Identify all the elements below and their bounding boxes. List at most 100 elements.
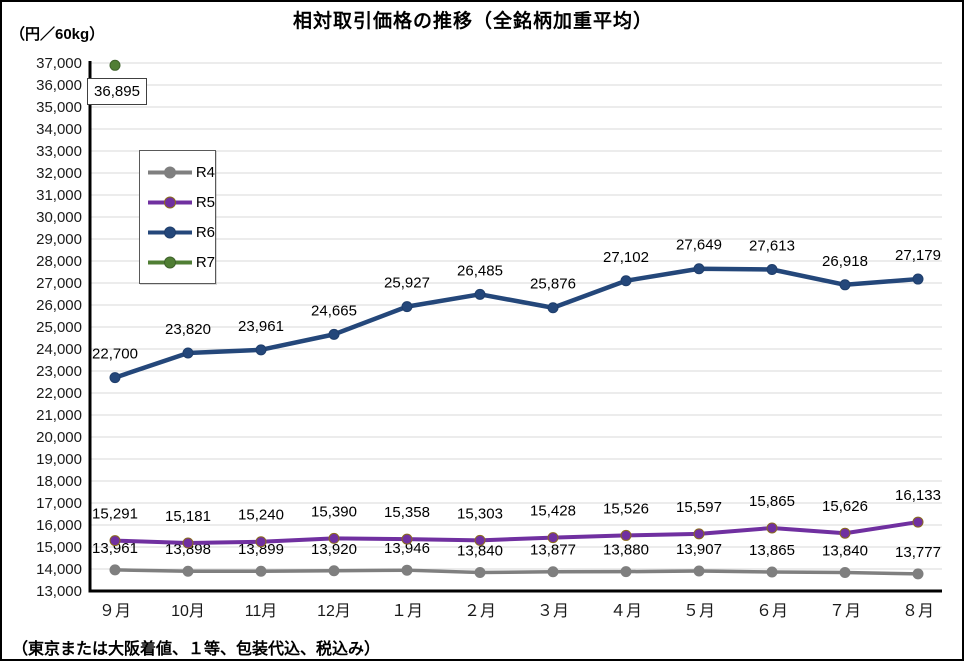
series-R4-marker — [912, 568, 924, 580]
annotation-text: 36,895 — [94, 83, 140, 100]
series-R4-line — [113, 568, 920, 576]
legend-line-marker-r4 — [148, 166, 192, 178]
legend-line-marker-r6 — [148, 226, 192, 238]
x-tick-label: ７月 — [829, 603, 861, 620]
x-tick-label: １月 — [391, 603, 423, 620]
data-label-R5: 15,390 — [311, 503, 357, 520]
legend-item-r4: R4 — [147, 165, 215, 180]
y-tick-label: 32,000 — [36, 165, 82, 182]
series-R5-marker — [620, 529, 632, 541]
data-label-R4: 13,777 — [895, 544, 941, 561]
legend-label-r7: R7 — [195, 253, 215, 271]
data-label-R6: 23,820 — [165, 321, 211, 338]
series-R6-marker — [328, 328, 340, 340]
data-label-R4: 13,907 — [676, 541, 722, 558]
data-label-R5: 15,291 — [92, 506, 138, 523]
y-tick-label: 30,000 — [36, 209, 82, 226]
legend-label-r4: R4 — [195, 163, 215, 181]
series-R5-marker — [547, 532, 559, 544]
series-R5-marker — [182, 537, 194, 549]
y-axis-unit-label: （円／60kg） — [10, 26, 105, 43]
x-tick-label: 12月 — [317, 603, 351, 620]
series-R5-line — [113, 520, 920, 546]
legend-label-r6: R6 — [195, 223, 215, 241]
data-label-R4: 13,880 — [603, 542, 649, 559]
y-tick-label: 15,000 — [36, 539, 82, 556]
data-label-R6: 27,649 — [676, 237, 722, 254]
y-tick-label: 22,000 — [36, 385, 82, 402]
data-label-R6: 23,961 — [238, 318, 284, 335]
data-label-R5: 15,526 — [603, 500, 649, 517]
series-R6-marker — [474, 288, 486, 300]
y-tick-label: 36,000 — [36, 77, 82, 94]
footnote: （東京または大阪着値、１等、包装代込、税込み） — [12, 641, 381, 658]
series-R5-marker — [474, 534, 486, 546]
data-label-R6: 27,179 — [895, 247, 941, 264]
series-R4-marker — [474, 567, 486, 579]
series-R4-marker — [109, 564, 121, 576]
series-R5-marker — [693, 528, 705, 540]
y-tick-label: 17,000 — [36, 495, 82, 512]
data-label-R5: 15,303 — [457, 505, 503, 522]
y-tick-label: 31,000 — [36, 187, 82, 204]
series-R6-line — [112, 266, 921, 380]
y-tick-label: 26,000 — [36, 297, 82, 314]
data-label-R5: 15,181 — [165, 508, 211, 525]
x-tick-label: ６月 — [756, 603, 788, 620]
x-tick-label: 11月 — [245, 603, 278, 620]
x-tick-label: ９月 — [99, 603, 131, 620]
y-tick-label: 23,000 — [36, 363, 82, 380]
series-R4-marker — [401, 564, 413, 576]
y-tick-label: 20,000 — [36, 429, 82, 446]
data-label-R5: 15,626 — [822, 498, 868, 515]
data-label-R4: 13,899 — [238, 541, 284, 558]
x-tick-label: ３月 — [537, 603, 569, 620]
series-R4-marker — [620, 566, 632, 578]
y-tick-label: 14,000 — [36, 561, 82, 578]
data-label-R5: 16,133 — [895, 487, 941, 504]
y-tick-label: 35,000 — [36, 99, 82, 116]
data-label-R6: 26,918 — [822, 253, 868, 270]
series-R4-marker — [182, 565, 194, 577]
y-tick-label: 25,000 — [36, 319, 82, 336]
y-tick-label: 33,000 — [36, 143, 82, 160]
chart-title: 相対取引価格の推移（全銘柄加重平均） — [292, 11, 653, 32]
data-label-R4: 13,840 — [822, 543, 868, 560]
series-R4-marker — [328, 565, 340, 577]
x-tick-label: ８月 — [902, 603, 934, 620]
series-R6-marker — [547, 302, 559, 314]
series-R5-marker — [328, 532, 340, 544]
legend-label-r5: R5 — [195, 193, 215, 211]
data-label-R5: 15,240 — [238, 507, 284, 524]
y-tick-label: 13,000 — [36, 583, 82, 600]
x-tick-label: ４月 — [610, 603, 642, 620]
y-tick-label: 29,000 — [36, 231, 82, 248]
series-R6-marker — [182, 347, 194, 359]
series-R4-marker — [693, 565, 705, 577]
series-R6-marker — [255, 344, 267, 356]
x-tick-label: ５月 — [683, 603, 715, 620]
y-tick-label: 21,000 — [36, 407, 82, 424]
series-R6-marker — [109, 372, 121, 384]
series-R5-marker — [401, 533, 413, 545]
annotation-box-36895: 36,895 — [87, 78, 147, 105]
data-label-R6: 22,700 — [92, 346, 138, 363]
data-label-R4: 13,898 — [165, 541, 211, 558]
data-label-R4: 13,840 — [457, 543, 503, 560]
x-tick-label: ２月 — [464, 603, 496, 620]
data-label-R6: 25,927 — [384, 275, 430, 292]
data-label-R5: 15,865 — [749, 493, 795, 510]
x-tick-label: 10月 — [171, 603, 205, 620]
legend-item-r5: R5 — [147, 195, 215, 210]
series-R6-marker — [912, 273, 924, 285]
y-tick-label: 16,000 — [36, 517, 82, 534]
legend-item-r7: R7 — [147, 255, 215, 270]
data-label-R5: 15,358 — [384, 504, 430, 521]
series-R5-marker — [766, 522, 778, 534]
y-tick-label: 34,000 — [36, 121, 82, 138]
series-R5-marker — [912, 516, 924, 528]
data-label-R6: 26,485 — [457, 262, 503, 279]
data-label-R6: 24,665 — [311, 302, 357, 319]
series-R6-marker — [839, 279, 851, 291]
